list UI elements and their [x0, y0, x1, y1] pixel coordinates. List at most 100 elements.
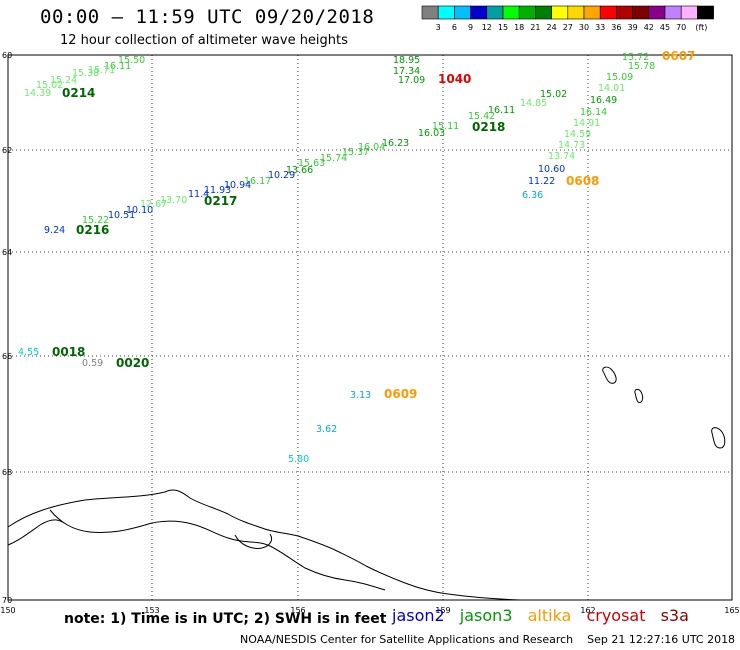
satellite-label: cryosat: [586, 606, 646, 625]
wave-height-label: 11.4: [188, 189, 209, 200]
coastline-inner: [49, 509, 386, 591]
legend-label: 27: [563, 23, 573, 32]
wave-height-label: 15.11: [432, 121, 459, 132]
island: [634, 388, 644, 403]
x-tick-label: 162: [580, 606, 595, 615]
y-tick-label: 66: [2, 352, 12, 361]
wave-height-label: 16.49: [590, 95, 617, 106]
wave-height-label: 13.74: [548, 151, 575, 162]
legend-swatch: [616, 5, 633, 20]
wave-height-label: 17.09: [398, 75, 425, 86]
wave-height-label: 15.42: [468, 111, 495, 122]
wave-height-label: 16.03: [418, 128, 445, 139]
legend-label: 24: [547, 23, 557, 32]
legend-swatch: [664, 5, 682, 20]
y-tick-label: 62: [2, 146, 12, 155]
legend-label: 3: [436, 23, 441, 32]
satellite-label: jason3: [459, 606, 513, 625]
wave-height-label: 16.11: [104, 61, 131, 72]
wave-height-label: 11.22: [528, 176, 555, 187]
legend-swatch: [599, 5, 617, 20]
credit-text: NOAA/NESDIS Center for Satellite Applica…: [240, 633, 574, 646]
legend-label: 21: [530, 23, 540, 32]
time-label: 0608: [566, 174, 599, 188]
wave-height-label: 15.24: [50, 75, 77, 86]
wave-height-label: 14.73: [558, 140, 585, 151]
time-label: 1040: [438, 72, 471, 86]
wave-height-label: 10.94: [224, 180, 251, 191]
legend-label: 15: [498, 23, 508, 32]
wave-height-label: 9.24: [44, 225, 65, 236]
wave-height-label: 16.17: [244, 176, 271, 187]
coastline-west: [7, 519, 63, 546]
wave-height-label: 14.59: [564, 129, 591, 140]
coastline: [7, 489, 521, 601]
legend-swatch: [437, 5, 455, 20]
wave-height-label: 10.29: [268, 170, 295, 181]
legend-label: 30: [579, 23, 589, 32]
time-label: 0218: [472, 120, 505, 134]
wave-height-label: 15.74: [320, 153, 347, 164]
wave-height-label: 15.38: [72, 68, 99, 79]
time-label: 0018: [52, 345, 85, 359]
satellite-label: jason2: [392, 606, 445, 625]
legend-swatch: [535, 5, 552, 20]
legend-label: 39: [628, 23, 638, 32]
wave-height-label: 15.78: [628, 61, 655, 72]
time-label: 0217: [204, 194, 237, 208]
time-label: 0214: [62, 86, 95, 100]
time-label: 0607: [662, 49, 695, 63]
satellite-label: s3a: [660, 606, 689, 625]
wave-height-label: 15.71: [88, 65, 115, 76]
wave-height-label: 10.10: [126, 205, 153, 216]
legend-swatch: [583, 5, 601, 20]
wave-height-label: 16.14: [580, 107, 607, 118]
wave-height-label: 16.23: [382, 138, 409, 149]
x-tick-label: 159: [435, 606, 450, 615]
wave-height-label: 16.04: [358, 142, 385, 153]
x-tick-label: 153: [144, 606, 159, 615]
island: [602, 366, 617, 384]
wave-height-label: 15.63: [298, 158, 325, 169]
timestamp: Sep 21 12:27:16 UTC 2018: [587, 633, 736, 646]
page-subtitle: 12 hour collection of altimeter wave hei…: [60, 33, 348, 48]
y-tick-label: 68: [2, 468, 12, 477]
wave-height-label: 14.39: [24, 88, 51, 99]
wave-height-label: 15.22: [82, 215, 109, 226]
x-tick-label: 156: [290, 606, 305, 615]
x-tick-label: 165: [724, 606, 739, 615]
wave-height-label: 15.50: [118, 55, 145, 66]
wave-height-label: 14.85: [520, 98, 547, 109]
legend-label: 45: [660, 23, 670, 32]
wave-height-label: 16.11: [488, 105, 515, 116]
wave-height-label: 13.66: [286, 165, 313, 176]
legend-swatch: [648, 5, 666, 20]
wave-height-label: 11.93: [204, 185, 231, 196]
x-tick-label: 150: [0, 606, 15, 615]
coastline-bay: [234, 533, 273, 549]
time-label: 0216: [76, 223, 109, 237]
satellite-legend: jason2 jason3 altika cryosat s3a: [392, 606, 699, 625]
wave-height-label: 18.95: [393, 55, 420, 66]
map-frame: [7, 54, 733, 601]
wave-height-label: 4.55: [18, 347, 39, 358]
legend-swatch: [567, 5, 585, 20]
legend-swatch: [632, 5, 650, 20]
wave-height-label: 14.91: [573, 118, 600, 129]
time-label: 0609: [384, 387, 417, 401]
wave-height-label: 15.37: [342, 147, 369, 158]
legend-unit: (ft): [695, 23, 707, 32]
wave-height-label: 15.09: [606, 72, 633, 83]
legend-swatch: [421, 5, 439, 20]
wave-height-label: 10.60: [538, 164, 565, 175]
credit-line: NOAA/NESDIS Center for Satellite Applica…: [240, 633, 735, 646]
wave-height-label: 13.70: [160, 195, 187, 206]
y-tick-label: 70: [2, 596, 12, 605]
legend-swatch: [680, 5, 698, 20]
wave-height-label: 6.36: [522, 190, 543, 201]
legend-label: 6: [452, 23, 457, 32]
wave-height-label: 3.62: [316, 424, 337, 435]
wave-height-label: 15.72: [622, 52, 649, 63]
wave-height-label: 5.80: [288, 454, 309, 465]
